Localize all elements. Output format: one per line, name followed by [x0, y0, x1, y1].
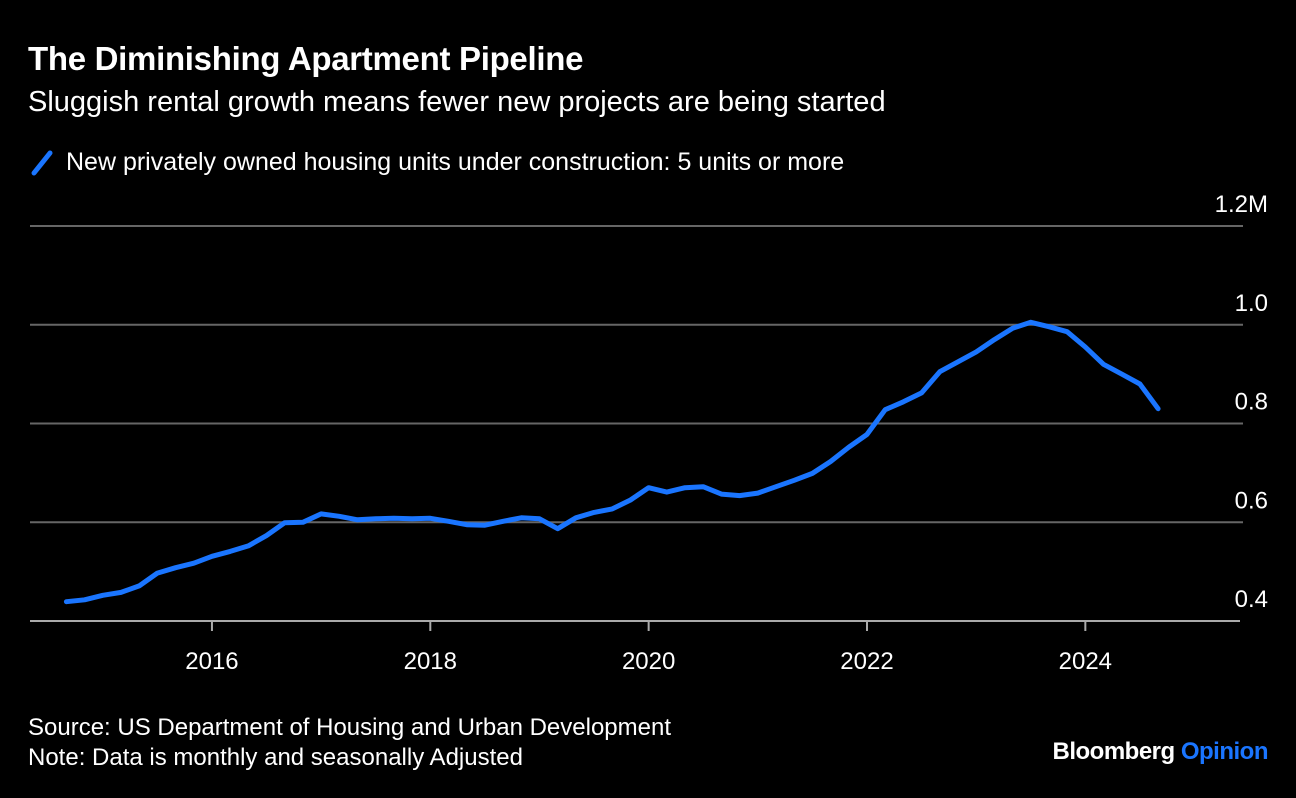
line-chart: 0.4 0.6 0.8 1.0 1.2M 2016 2018 2020 2022 2024 — [30, 191, 1268, 675]
legend-line-swatch-icon — [31, 150, 53, 175]
x-tick-label: 2020 — [622, 648, 675, 675]
brand-logo: Bloomberg Opinion — [1053, 738, 1269, 766]
legend-label: New privately owned housing units under … — [66, 148, 845, 176]
series-line — [63, 319, 1161, 605]
note-text: Note: Data is monthly and seasonally Adj… — [28, 744, 523, 771]
source-text: Source: US Department of Housing and Urb… — [28, 714, 672, 741]
y-tick-label: 0.8 — [1235, 389, 1268, 416]
brand-product: Opinion — [1180, 738, 1269, 765]
y-tick-label: 0.6 — [1235, 487, 1268, 514]
legend: New privately owned housing units under … — [28, 148, 844, 177]
x-tick-label: 2018 — [404, 648, 457, 675]
chart-subtitle: Sluggish rental growth means fewer new p… — [28, 86, 886, 118]
chart-title: The Diminishing Apartment Pipeline — [28, 40, 584, 77]
x-tick-label: 2024 — [1059, 648, 1112, 675]
footer-notes: Source: US Department of Housing and Urb… — [28, 713, 671, 773]
y-tick-label: 1.2M — [1215, 191, 1268, 218]
x-tick-label: 2016 — [185, 648, 238, 675]
y-tick-label: 1.0 — [1235, 290, 1268, 317]
brand-name: Bloomberg — [1052, 738, 1176, 765]
x-tick-label: 2022 — [840, 648, 893, 675]
y-tick-label: 0.4 — [1235, 586, 1268, 613]
